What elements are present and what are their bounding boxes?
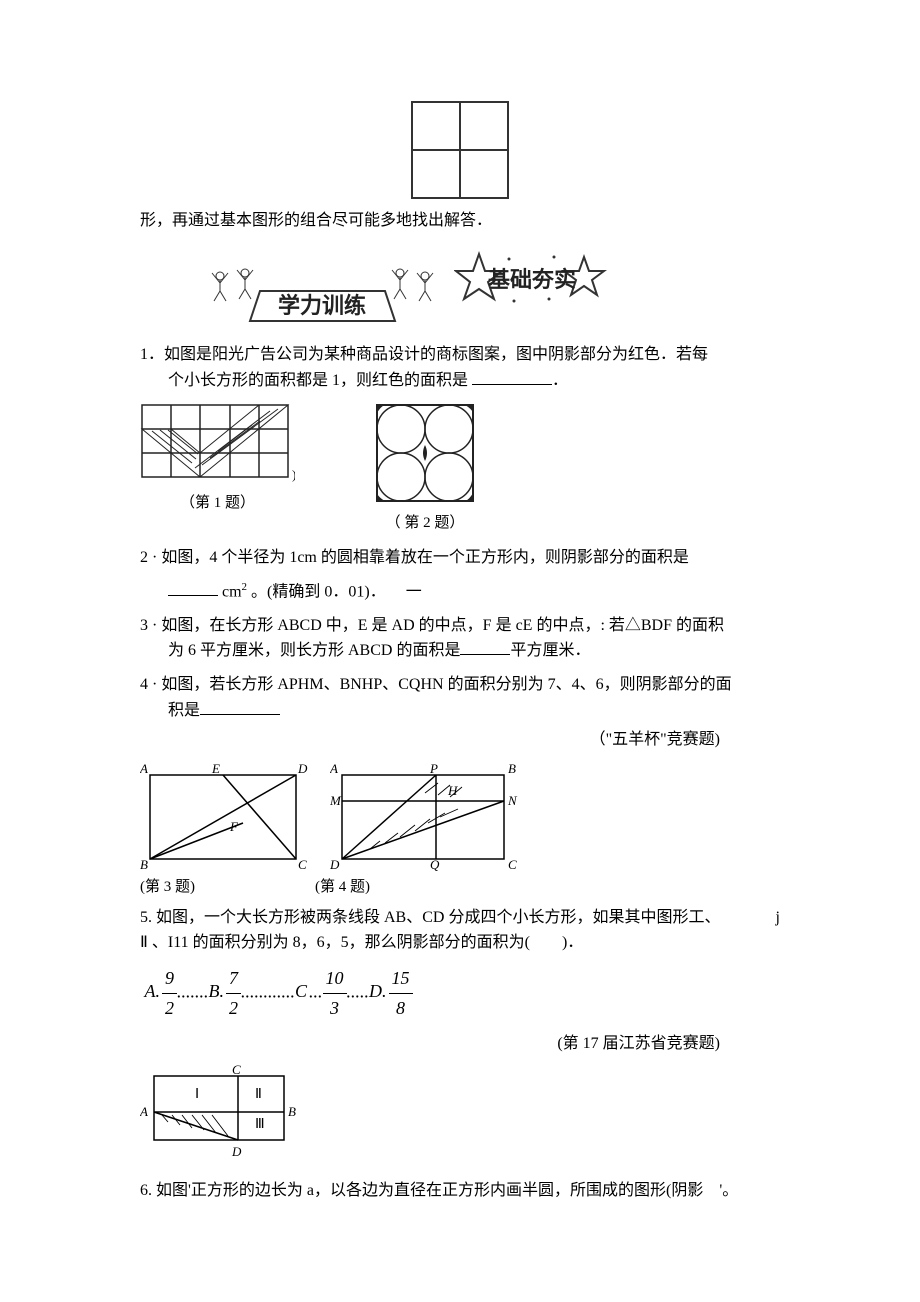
svg-text:C: C bbox=[232, 1064, 241, 1077]
svg-text:学力训练: 学力训练 bbox=[278, 293, 366, 318]
caption-4: (第 4 题) bbox=[315, 875, 370, 899]
figure-3: A E D B C F bbox=[140, 761, 310, 873]
figure-2 bbox=[375, 403, 475, 503]
svg-text:A: A bbox=[140, 1104, 148, 1119]
svg-text:Ⅲ: Ⅲ bbox=[255, 1117, 265, 1132]
figure-1: ) bbox=[140, 403, 295, 483]
svg-text:B: B bbox=[288, 1104, 296, 1119]
p2-line2: cm2 。(精确到 0．01)． 一 bbox=[140, 579, 780, 605]
svg-text:A: A bbox=[140, 761, 148, 776]
figure-row-1-2: ) （第 1 题） （ 第 2 题） bbox=[140, 403, 780, 535]
p5-j: j bbox=[776, 905, 780, 931]
grid-2x2-figure bbox=[410, 100, 510, 200]
foundation-banner: 基础夯实 bbox=[454, 249, 614, 314]
p1-line1: 1．如图是阳光广告公司为某种商品设计的商标图案，图中阴影部分为红色．若每 bbox=[140, 342, 780, 368]
svg-text:B: B bbox=[140, 857, 148, 872]
p1-blank bbox=[472, 369, 552, 385]
p2-line1: 2 · 如图，4 个半径为 1cm 的圆相靠着放在一个正方形内，则阴影部分的面积… bbox=[140, 545, 780, 571]
svg-text:E: E bbox=[211, 761, 220, 776]
p2-blank bbox=[168, 580, 218, 596]
p4-source: （"五羊杯"竞赛题) bbox=[140, 727, 780, 753]
p5-source: (第 17 届江苏省竞赛题) bbox=[140, 1031, 780, 1057]
p4-line1: 4 · 如图，若长方形 APHM、BNHP、CQHN 的面积分别为 7、4、6，… bbox=[140, 672, 780, 698]
svg-text:C: C bbox=[508, 857, 517, 872]
problem-4: 4 · 如图，若长方形 APHM、BNHP、CQHN 的面积分别为 7、4、6，… bbox=[140, 672, 780, 753]
figure-4: A P B M N D Q C H bbox=[330, 761, 520, 873]
p5-options: A.92.......B.72............C...103.....D… bbox=[140, 964, 780, 1023]
caption-2: （ 第 2 题） bbox=[386, 511, 465, 535]
caption-1: （第 1 题） bbox=[180, 491, 255, 515]
p5-line1: 5. 如图，一个大长方形被两条线段 AB、CD 分成四个小长方形，如果其中图形工… bbox=[140, 905, 720, 931]
caption-3: (第 3 题) bbox=[140, 875, 195, 899]
svg-text:H: H bbox=[447, 783, 458, 798]
figure-5: C A B D Ⅰ Ⅱ Ⅲ bbox=[140, 1064, 300, 1159]
svg-text:M: M bbox=[330, 793, 342, 808]
svg-text:D: D bbox=[231, 1144, 242, 1159]
svg-text:D: D bbox=[330, 857, 340, 872]
caption-row-3-4: (第 3 题) (第 4 题) bbox=[140, 875, 780, 899]
p4-line2: 积是 bbox=[140, 698, 780, 724]
p3-line1: 3 · 如图，在长方形 ABCD 中，E 是 AD 的中点，F 是 cE 的中点… bbox=[140, 613, 780, 639]
svg-text:B: B bbox=[508, 761, 516, 776]
svg-text:基础夯实: 基础夯实 bbox=[488, 267, 576, 292]
p3-blank bbox=[460, 639, 510, 655]
p5-line2: Ⅱ 、I11 的面积分别为 8，6，5，那么阴影部分的面积为( )． bbox=[140, 930, 780, 956]
svg-text:P: P bbox=[429, 761, 438, 776]
problem-2: 2 · 如图，4 个半径为 1cm 的圆相靠着放在一个正方形内，则阴影部分的面积… bbox=[140, 545, 780, 605]
svg-text:A: A bbox=[330, 761, 338, 776]
p3-line2: 为 6 平方厘米，则长方形 ABCD 的面积是平方厘米． bbox=[140, 638, 780, 664]
p6-line1: 6. 如图'正方形的边长为 a，以各边为直径在正方形内画半圆，所围成的图形(阴影… bbox=[140, 1178, 780, 1204]
p4-blank bbox=[200, 699, 280, 715]
svg-text:C: C bbox=[298, 857, 307, 872]
continuation-text: 形，再通过基本图形的组合尽可能多地找出解答． bbox=[140, 208, 780, 234]
problem-6: 6. 如图'正方形的边长为 a，以各边为直径在正方形内画半圆，所围成的图形(阴影… bbox=[140, 1178, 780, 1204]
problem-1: 1．如图是阳光广告公司为某种商品设计的商标图案，图中阴影部分为红色．若每 个小长… bbox=[140, 342, 780, 393]
svg-text:): ) bbox=[292, 467, 295, 482]
svg-text:N: N bbox=[507, 793, 518, 808]
svg-text:D: D bbox=[297, 761, 308, 776]
problem-3: 3 · 如图，在长方形 ABCD 中，E 是 AD 的中点，F 是 cE 的中点… bbox=[140, 613, 780, 664]
training-banner: 学力训练 bbox=[200, 261, 450, 329]
svg-text:Ⅱ: Ⅱ bbox=[255, 1087, 262, 1102]
problem-5: 5. 如图，一个大长方形被两条线段 AB、CD 分成四个小长方形，如果其中图形工… bbox=[140, 905, 780, 1056]
p1-line2: 个小长方形的面积都是 1，则红色的面积是 ． bbox=[140, 368, 780, 394]
figure-row-3-4: A E D B C F A P B M N D Q C H bbox=[140, 761, 780, 873]
svg-text:Ⅰ: Ⅰ bbox=[195, 1087, 199, 1102]
